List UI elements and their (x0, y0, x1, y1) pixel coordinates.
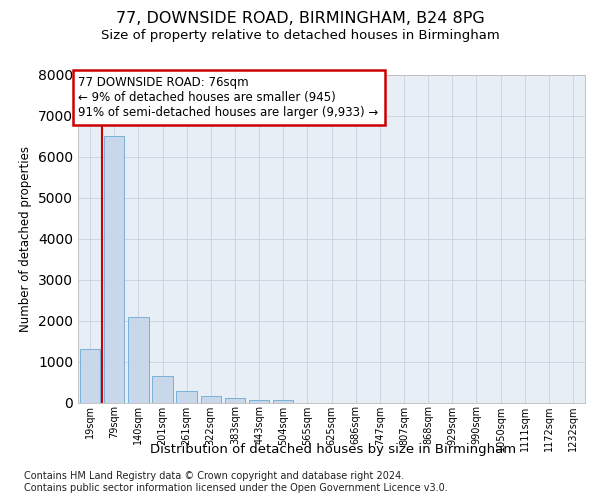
Text: 77, DOWNSIDE ROAD, BIRMINGHAM, B24 8PG: 77, DOWNSIDE ROAD, BIRMINGHAM, B24 8PG (116, 11, 484, 26)
Text: Contains HM Land Registry data © Crown copyright and database right 2024.: Contains HM Land Registry data © Crown c… (24, 471, 404, 481)
Bar (200, 396, 221, 402)
Bar (249, 400, 269, 402)
Y-axis label: Number of detached properties: Number of detached properties (19, 146, 32, 332)
Bar (176, 391, 197, 402)
Bar (128, 316, 149, 402)
Bar (224, 398, 245, 402)
Bar (104, 136, 124, 402)
Text: Distribution of detached houses by size in Birmingham: Distribution of detached houses by size … (150, 442, 516, 456)
Bar (80, 350, 100, 403)
Text: Size of property relative to detached houses in Birmingham: Size of property relative to detached ho… (101, 29, 499, 42)
Text: 77 DOWNSIDE ROAD: 76sqm
← 9% of detached houses are smaller (945)
91% of semi-de: 77 DOWNSIDE ROAD: 76sqm ← 9% of detached… (79, 76, 379, 119)
Text: Contains public sector information licensed under the Open Government Licence v3: Contains public sector information licen… (24, 483, 448, 493)
Bar (152, 376, 173, 402)
Bar (273, 400, 293, 402)
